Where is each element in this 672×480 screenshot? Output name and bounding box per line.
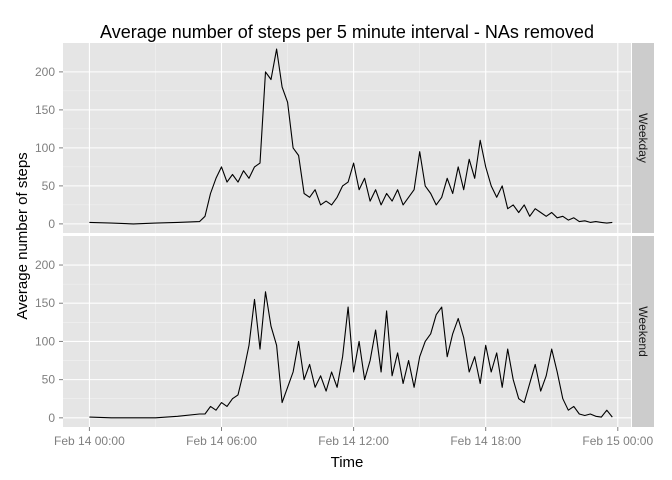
y-tick-label: 150 [35,296,55,310]
y-tick-label: 150 [35,103,55,117]
y-tick-label: 0 [48,217,55,231]
y-tick-label: 50 [42,179,56,193]
facet-strip [632,236,654,427]
x-tick-label: Feb 15 00:00 [582,434,653,448]
y-tick-label: 200 [35,258,55,272]
facet-strip-label: Weekday [636,113,650,163]
x-tick-label: Feb 14 00:00 [54,434,125,448]
y-tick-label: 50 [42,373,56,387]
y-tick-label: 0 [48,411,55,425]
facet-strip-label: Weekend [636,306,650,356]
y-tick-label: 200 [35,65,55,79]
panel-background [63,43,631,233]
chart-title: Average number of steps per 5 minute int… [100,22,594,42]
x-tick-label: Feb 14 06:00 [186,434,257,448]
y-axis-title: Average number of steps [14,152,31,319]
facet-strip [632,43,654,233]
series-line-weekend [89,291,613,419]
panel-background [63,236,631,427]
y-tick-label: 100 [35,141,55,155]
plot-area: 0 50 100 150 200 Weekday 0 50 100 150 200 Weekend Fe… [35,43,654,448]
x-tick-label: Feb 14 12:00 [318,434,389,448]
x-tick-label: Feb 14 18:00 [450,434,521,448]
series-line-weekday [89,48,613,225]
y-tick-label: 100 [35,334,55,348]
x-axis-title: Time [331,454,364,471]
